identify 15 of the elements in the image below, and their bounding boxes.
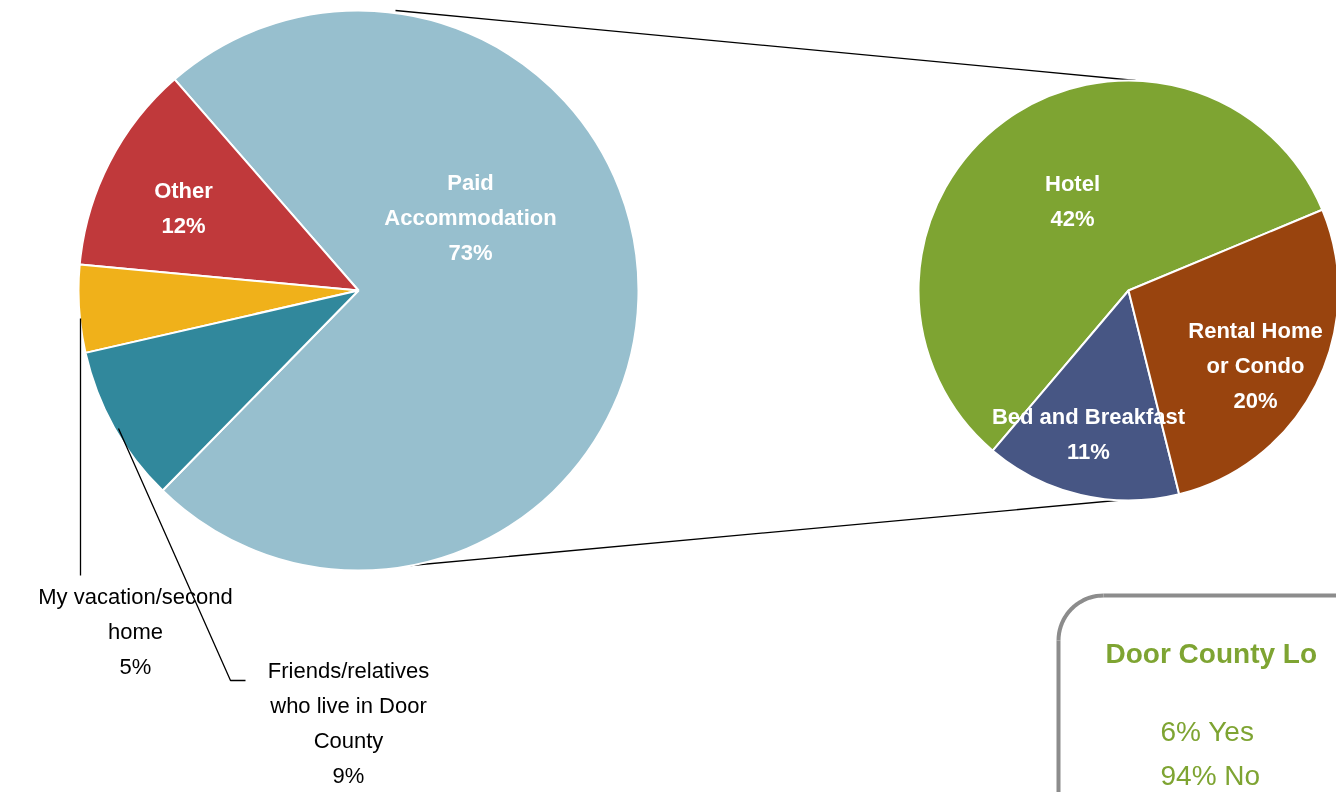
data-label: 73% [448, 240, 493, 265]
data-label: 11% [1067, 439, 1110, 464]
slice-label: Hotel [1045, 171, 1100, 196]
slice-label: Paid Accommodation [384, 170, 557, 230]
text: 94% No [1160, 760, 1261, 791]
data-label: 20% [1233, 388, 1278, 413]
data-label: 42% [1050, 206, 1095, 231]
data-label: 9% [332, 763, 365, 788]
data-label: 12% [161, 213, 206, 238]
slice-label: Rental Home or Condo [1188, 318, 1323, 378]
slice-label: Friends/relatives who live in Door County [267, 658, 430, 753]
text: Door County Lo [1105, 638, 1318, 669]
text: 6% Yes [1160, 716, 1254, 747]
slice-label: Other [154, 178, 214, 203]
data-label: 5% [119, 654, 152, 679]
